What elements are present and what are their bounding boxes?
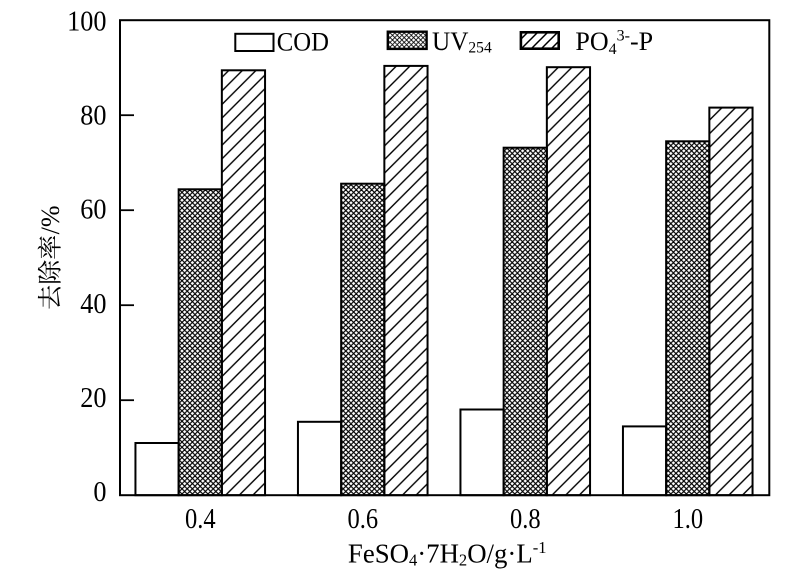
svg-text:COD: COD xyxy=(277,28,329,57)
svg-text:80: 80 xyxy=(80,100,106,131)
svg-text:1.0: 1.0 xyxy=(672,502,703,534)
svg-text:UV254: UV254 xyxy=(432,27,492,57)
svg-text:20: 20 xyxy=(80,382,106,413)
svg-text:100: 100 xyxy=(67,6,106,37)
svg-text:40: 40 xyxy=(80,288,106,319)
svg-text:0.4: 0.4 xyxy=(185,502,216,534)
svg-text:0.6: 0.6 xyxy=(347,502,378,534)
svg-text:0: 0 xyxy=(93,476,106,507)
svg-text:FeSO4·7H2O/g·L-1: FeSO4·7H2O/g·L-1 xyxy=(348,538,547,570)
svg-text:60: 60 xyxy=(80,194,106,225)
svg-text:PO43--P: PO43--P xyxy=(575,27,653,58)
svg-text:/%: /% xyxy=(36,206,65,235)
svg-text:0.8: 0.8 xyxy=(510,502,541,534)
